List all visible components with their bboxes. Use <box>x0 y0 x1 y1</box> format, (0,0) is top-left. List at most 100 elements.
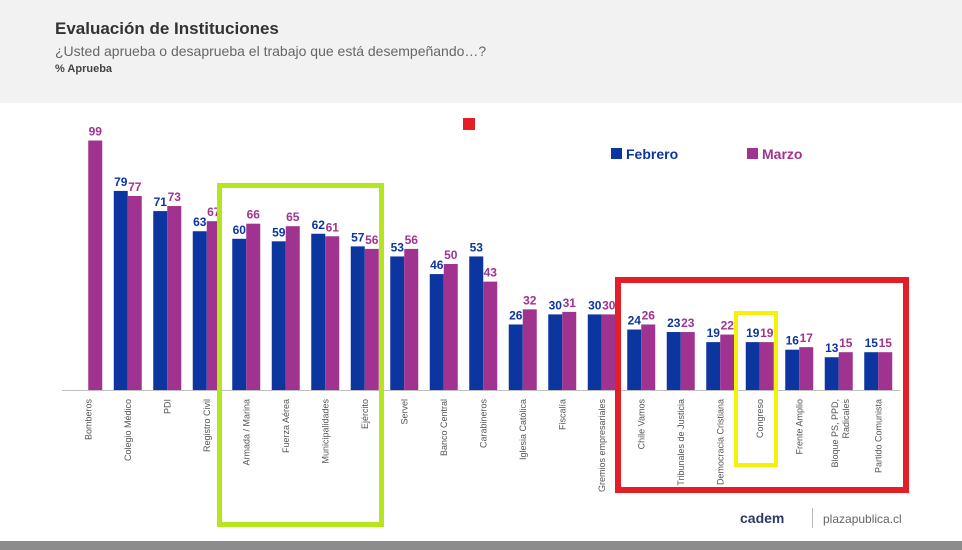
category-label: Chile Vamos <box>636 399 646 450</box>
data-label-febrero: 79 <box>114 175 128 189</box>
data-label-marzo: 99 <box>89 125 103 139</box>
bar-marzo <box>838 352 853 390</box>
bar-febrero <box>548 314 563 390</box>
bar-marzo <box>759 342 774 390</box>
bar-marzo <box>641 324 656 390</box>
data-label-marzo: 15 <box>839 336 853 350</box>
bar-febrero <box>232 238 247 390</box>
bar-marzo <box>364 248 379 390</box>
bar-febrero <box>666 332 681 390</box>
data-label-febrero: 63 <box>193 215 207 229</box>
data-label-marzo: 56 <box>365 233 379 247</box>
bar-marzo <box>325 236 340 390</box>
bar-febrero <box>192 231 207 390</box>
legend-swatch-febrero <box>611 148 622 159</box>
highlight-box-yellow <box>734 311 778 467</box>
category-label: Congreso <box>755 399 765 438</box>
data-label-marzo: 26 <box>642 308 656 322</box>
category-label: Partido Comunista <box>873 399 883 473</box>
data-label-marzo: 65 <box>286 210 300 224</box>
data-label-febrero: 30 <box>588 298 602 312</box>
data-label-marzo: 31 <box>563 296 577 310</box>
chart-title: Evaluación de Instituciones <box>55 19 279 38</box>
data-label-febrero: 19 <box>707 326 721 340</box>
category-label: Banco Central <box>439 399 449 456</box>
data-label-marzo: 19 <box>760 326 774 340</box>
legend-swatch-marzo <box>747 148 758 159</box>
legend-label-febrero: Febrero <box>626 146 678 162</box>
data-label-febrero: 62 <box>312 218 326 232</box>
category-label: PDI <box>162 399 172 414</box>
category-label: Bomberos <box>83 399 93 441</box>
bar-febrero <box>824 357 839 390</box>
data-label-marzo: 50 <box>444 248 458 262</box>
data-label-marzo: 43 <box>484 266 498 280</box>
bar-febrero <box>271 241 286 390</box>
data-label-febrero: 16 <box>786 334 800 348</box>
data-label-marzo: 17 <box>800 331 814 345</box>
bar-febrero <box>390 256 405 390</box>
category-label: Fiscalía <box>557 399 567 430</box>
category-label: Bloque PS, PPD,Radicales <box>830 399 851 468</box>
bar-febrero <box>587 314 602 390</box>
bar-marzo <box>680 332 695 390</box>
category-label: Democracia Cristiana <box>715 399 725 485</box>
category-label: Registro Civil <box>202 399 212 452</box>
plazapublica-logo: plazapublica.cl <box>823 512 902 526</box>
data-label-febrero: 13 <box>825 341 839 355</box>
data-label-febrero: 60 <box>233 223 247 237</box>
bar-febrero <box>153 211 168 390</box>
measure-label: % Aprueba <box>55 63 113 75</box>
bar-marzo <box>285 226 300 390</box>
data-label-febrero: 24 <box>628 314 642 328</box>
bar-febrero <box>508 324 523 390</box>
legend-red-marker <box>463 118 475 130</box>
bar-marzo <box>88 140 103 390</box>
bar-febrero <box>864 352 879 390</box>
category-label: Iglesia Católica <box>518 399 528 460</box>
data-label-febrero: 26 <box>509 308 523 322</box>
data-label-marzo: 23 <box>681 316 695 330</box>
data-label-marzo: 56 <box>405 233 419 247</box>
bar-febrero <box>745 342 760 390</box>
data-label-febrero: 23 <box>667 316 681 330</box>
bar-febrero <box>350 246 365 390</box>
footer-bar <box>0 541 962 550</box>
data-label-marzo: 73 <box>168 190 182 204</box>
footer-divider <box>812 508 813 528</box>
data-label-marzo: 77 <box>128 180 142 194</box>
bar-febrero <box>785 349 800 390</box>
category-label: Armada / Marina <box>241 399 251 466</box>
bar-marzo <box>246 223 261 390</box>
data-label-febrero: 53 <box>391 240 405 254</box>
data-label-febrero: 71 <box>154 195 168 209</box>
bar-marzo <box>483 281 498 390</box>
category-label: Carabineros <box>478 399 488 449</box>
bar-marzo <box>601 314 616 390</box>
bar-marzo <box>562 311 577 390</box>
data-label-febrero: 15 <box>865 336 879 350</box>
bar-febrero <box>429 274 444 390</box>
data-label-marzo: 15 <box>879 336 893 350</box>
data-label-marzo: 22 <box>721 319 735 333</box>
data-label-marzo: 32 <box>523 293 537 307</box>
legend-label-marzo: Marzo <box>762 146 802 162</box>
bar-febrero <box>311 233 326 390</box>
category-label: Ejército <box>360 399 370 429</box>
category-label: Fuerza Aérea <box>281 399 291 453</box>
data-label-febrero: 57 <box>351 230 365 244</box>
bar-febrero <box>706 342 721 390</box>
header-band: Evaluación de Instituciones ¿Usted aprue… <box>0 0 962 103</box>
category-label: Frente Amplio <box>794 399 804 455</box>
bar-marzo <box>167 206 182 390</box>
bar-marzo <box>878 352 893 390</box>
bar-febrero <box>627 329 642 390</box>
bar-marzo <box>127 195 142 390</box>
highlight-box-green <box>217 183 384 527</box>
category-label: Colegio Médico <box>123 399 133 461</box>
category-label: Municipalidades <box>320 399 330 464</box>
data-label-febrero: 30 <box>549 298 563 312</box>
cadem-logo: cadem <box>740 510 785 526</box>
bar-febrero <box>469 256 484 390</box>
